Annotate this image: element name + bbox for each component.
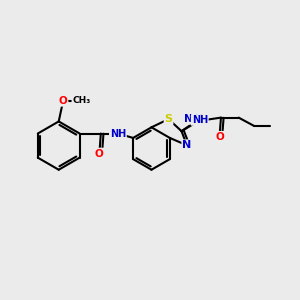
Text: O: O: [59, 96, 68, 106]
Text: N: N: [182, 140, 191, 150]
Text: NH: NH: [110, 128, 126, 139]
Text: S: S: [165, 114, 172, 124]
Text: NH: NH: [192, 115, 208, 125]
Text: O: O: [215, 132, 224, 142]
Text: O: O: [95, 148, 104, 158]
Text: CH₃: CH₃: [72, 96, 91, 105]
Text: N: N: [184, 114, 193, 124]
Text: H: H: [194, 114, 202, 124]
